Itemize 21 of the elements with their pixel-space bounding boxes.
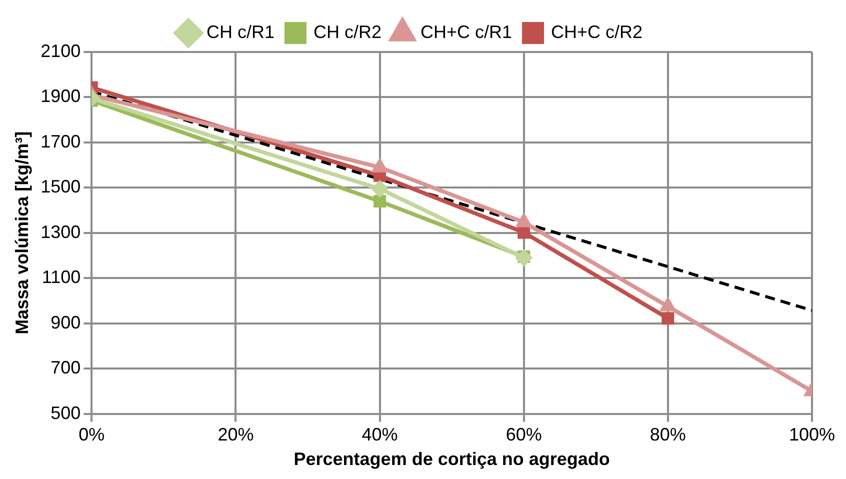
legend-label: CH c/R1 [206,22,274,42]
y-tick-label: 2100 [40,40,81,61]
y-tick-label: 1700 [40,131,81,152]
legend-label: CH+C c/R1 [420,22,512,42]
x-tick-label: 100% [788,424,836,445]
x-tick-label: 0% [78,424,105,445]
x-axis-title: Percentagem de cortiça no agregado [294,449,610,470]
y-tick-label: 700 [50,358,81,378]
x-tick-label: 40% [362,424,398,445]
y-tick-label: 1900 [40,86,81,106]
legend-label: CH c/R2 [313,22,382,42]
y-tick-label: 1100 [42,267,81,288]
x-tick-label: 60% [506,424,542,445]
y-tick-label: 1300 [40,222,81,242]
y-tick-label: 1500 [40,176,81,197]
y-axis-title: Massa volúmica [kg/m³] [12,131,32,334]
y-tick-label: 900 [50,312,81,332]
legend-label: CH+C c/R2 [551,22,643,42]
y-tick-label: 500 [50,402,81,423]
x-tick-label: 80% [650,424,686,445]
x-tick-label: 20% [218,424,254,445]
